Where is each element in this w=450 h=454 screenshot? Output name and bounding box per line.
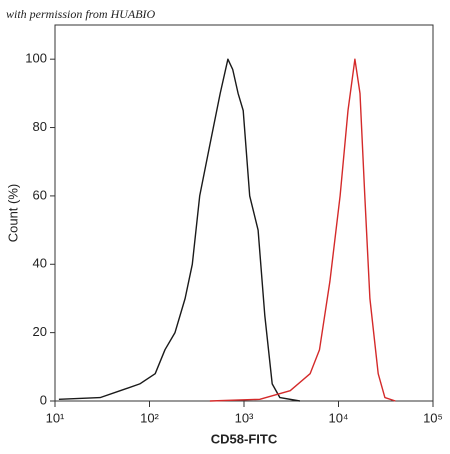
y-tick-label: 60 <box>33 187 47 202</box>
series-line <box>58 58 301 402</box>
x-tick-label: 10³ <box>235 410 254 425</box>
y-tick-label: 20 <box>33 324 47 339</box>
y-tick-label: 40 <box>33 256 47 271</box>
x-tick-label: 10⁴ <box>328 410 348 425</box>
y-axis-label: Count (%) <box>5 184 20 243</box>
y-tick-label: 0 <box>40 392 47 407</box>
plot-frame <box>54 24 434 402</box>
y-tick-label: 100 <box>25 51 47 66</box>
x-tick-label: 10⁵ <box>423 410 443 425</box>
annotation: with permission from HUABIO <box>6 7 156 21</box>
x-tick-label: 10² <box>140 410 159 425</box>
x-axis-label: CD58-FITC <box>211 431 278 446</box>
series-line <box>209 58 396 402</box>
x-tick-label: 10¹ <box>46 410 65 425</box>
y-tick-label: 80 <box>33 119 47 134</box>
